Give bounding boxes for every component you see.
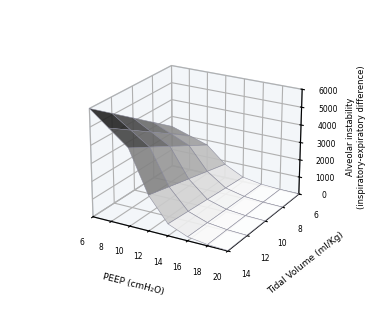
Y-axis label: Tidal Volume (ml/Kg): Tidal Volume (ml/Kg): [267, 230, 346, 296]
X-axis label: PEEP (cmH₂O): PEEP (cmH₂O): [102, 273, 165, 297]
